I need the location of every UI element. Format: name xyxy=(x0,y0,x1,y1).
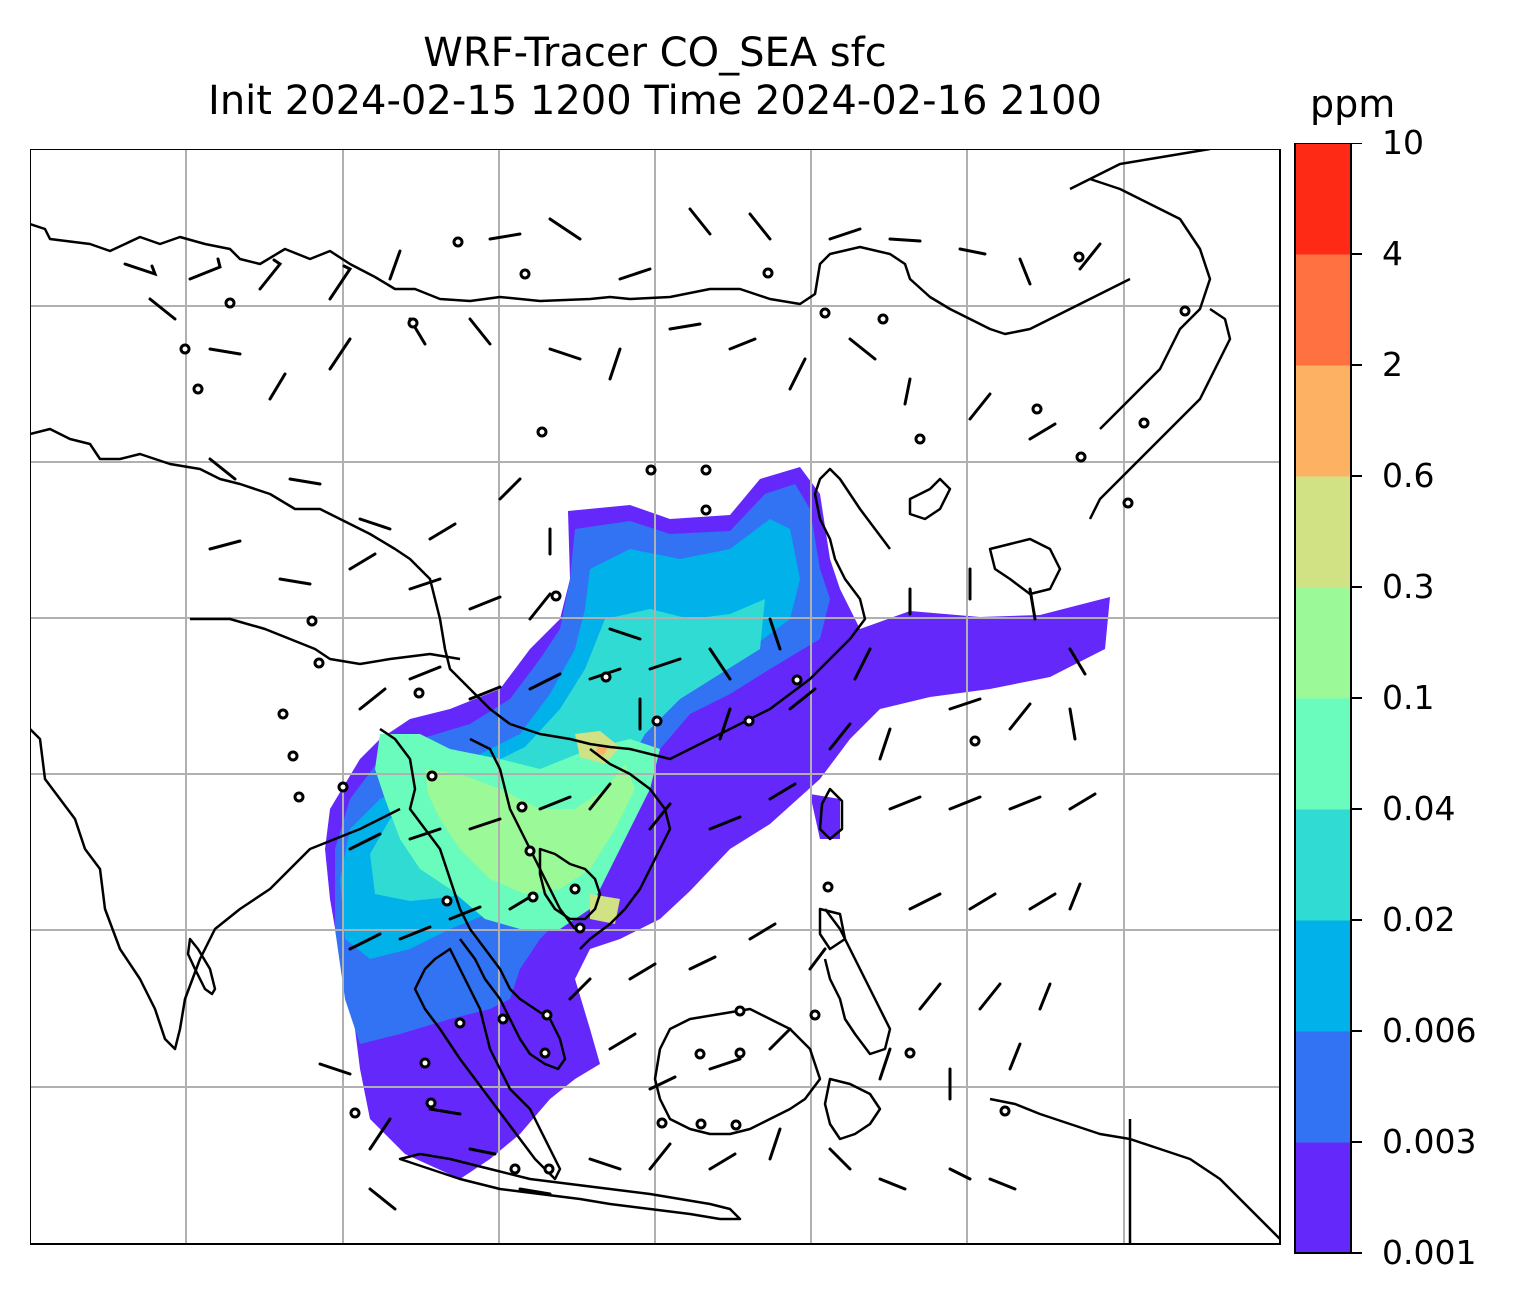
colorbar-band xyxy=(1295,920,1351,1032)
colorbar-tick-label: 0.6 xyxy=(1382,456,1435,495)
colorbar-unit-label: ppm xyxy=(1310,82,1396,126)
colorbar-band xyxy=(1295,143,1351,255)
colorbar xyxy=(1294,143,1362,1254)
colorbar-tick-label: 0.001 xyxy=(1382,1233,1477,1272)
wind-barbs xyxy=(123,207,1102,1211)
map-title-line1: WRF-Tracer CO_SEA sfc xyxy=(423,30,887,76)
colorbar-band xyxy=(1295,587,1351,699)
map-title-line2: Init 2024-02-15 1200 Time 2024-02-16 210… xyxy=(208,78,1102,124)
calm-wind-markers xyxy=(179,236,1191,1175)
map-gridlines xyxy=(30,149,1280,1244)
colorbar-tick-label: 4 xyxy=(1382,234,1403,273)
colorbar-band xyxy=(1295,476,1351,588)
colorbar-tick-label: 0.3 xyxy=(1382,567,1435,606)
colorbar-tick-label: 0.02 xyxy=(1382,900,1456,939)
colorbar-tick-label: 0.003 xyxy=(1382,1122,1477,1161)
colorbar-tick-label: 0.04 xyxy=(1382,789,1456,828)
colorbar-band xyxy=(1295,254,1351,366)
colorbar-band xyxy=(1295,698,1351,810)
map-plot-area xyxy=(30,149,1281,1245)
colorbar-band xyxy=(1295,365,1351,477)
colorbar-band xyxy=(1295,809,1351,921)
colorbar-band xyxy=(1295,1142,1351,1254)
coastlines-and-borders xyxy=(30,149,1280,1244)
colorbar-tick-label: 0.006 xyxy=(1382,1011,1477,1050)
colorbar-tick-label: 0.1 xyxy=(1382,678,1435,717)
colorbar-tick-label: 2 xyxy=(1382,345,1403,384)
colorbar-tick-label: 10 xyxy=(1382,123,1424,162)
colorbar-band xyxy=(1295,1031,1351,1143)
